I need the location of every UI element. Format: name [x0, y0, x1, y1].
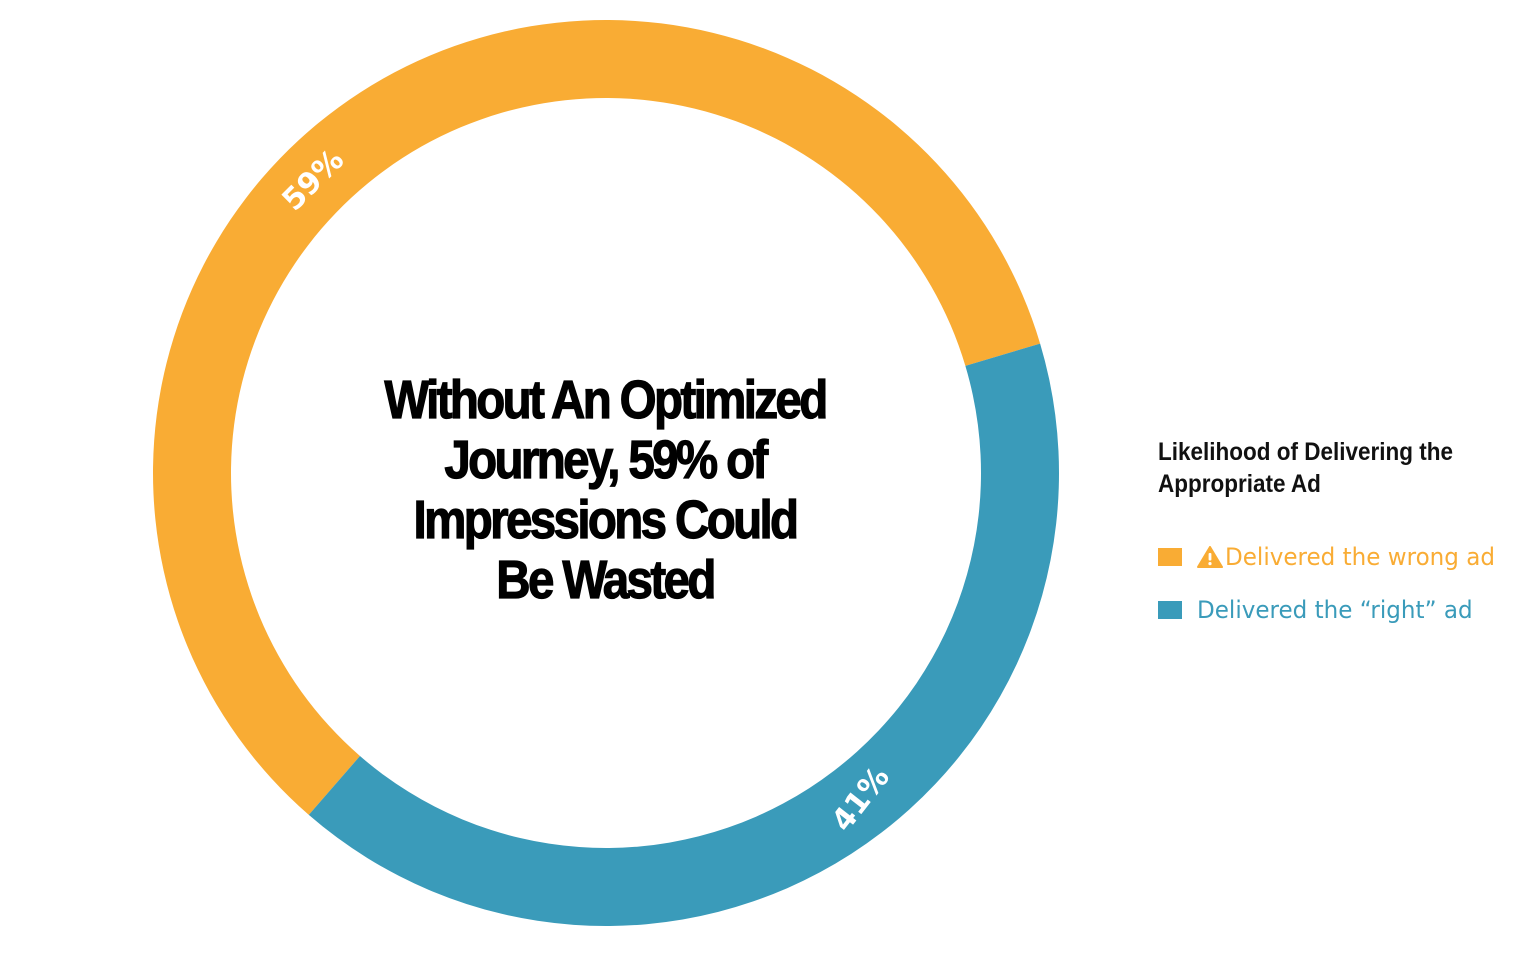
chart-title-line-4: Be Wasted [496, 549, 717, 610]
legend-label-right-ad: Delivered the “right” ad [1197, 596, 1473, 624]
warning-icon [1197, 546, 1223, 568]
legend-swatch-right-ad [1158, 601, 1182, 619]
legend-item-wrong-ad: Delivered the wrong ad [1158, 542, 1528, 572]
slice-right-ad [308, 343, 1059, 927]
legend-title: Likelihood of Delivering the Appropriate… [1158, 438, 1454, 498]
chart-title: Without An Optimized Journey, 59% of Imp… [363, 369, 847, 610]
legend-label-wrong-ad: Delivered the wrong ad [1225, 543, 1495, 571]
chart-legend: Likelihood of Delivering the Appropriate… [1158, 436, 1528, 625]
chart-title-line-1: Without An Optimized [384, 369, 829, 430]
chart-title-line-3: Impressions Could [413, 489, 800, 550]
legend-item-right-ad: Delivered the “right” ad [1158, 595, 1528, 625]
slice-wrong-ad [152, 19, 1041, 815]
chart-title-line-2: Journey, 59% of [444, 429, 769, 490]
legend-swatch-wrong-ad [1158, 548, 1182, 566]
donut-slices [152, 19, 1059, 927]
